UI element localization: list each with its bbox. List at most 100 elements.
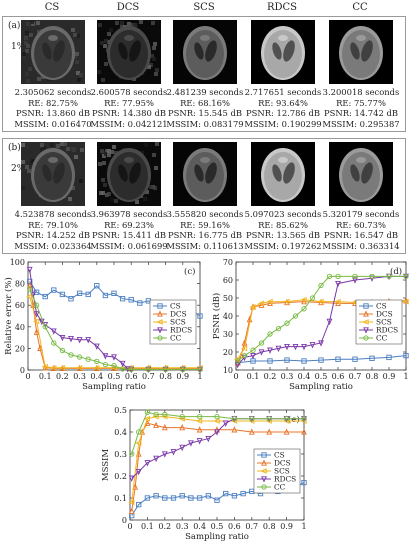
data-point: [50, 364, 57, 371]
metric-mssim: MSSIM: 0.016470: [14, 118, 92, 129]
data-point: [214, 497, 220, 503]
x-tick-label: 0.8: [159, 372, 172, 381]
data-point: [26, 282, 33, 289]
x-tick-label: 0: [25, 372, 30, 381]
data-point: [135, 468, 142, 476]
data-point: [26, 293, 33, 300]
x-axis-label: Sampling ratio: [185, 532, 249, 542]
data-point: [162, 366, 169, 373]
data-point: [335, 280, 341, 288]
data-point: [37, 344, 43, 352]
legend-label: SCS: [274, 467, 290, 476]
data-point: [283, 428, 290, 435]
data-point: [161, 451, 168, 458]
data-point: [33, 328, 40, 335]
panel-tag: (b): [8, 143, 21, 153]
data-point: [317, 298, 324, 305]
data-point: [301, 428, 307, 435]
metric-time: 3.200018 seconds: [322, 87, 400, 97]
data-point: [205, 493, 211, 499]
data-point: [33, 302, 40, 308]
data-point: [275, 345, 282, 353]
data-point: [153, 493, 159, 499]
data-point: [144, 495, 151, 501]
data-point: [231, 416, 238, 422]
chart-e: 0 0.1 0.2 0.3 0.4 0.5 0.6 0.7 0.8 0.9 1 0 0.1 0.2 0.3 0…: [101, 406, 307, 542]
data-point: [59, 347, 66, 354]
metric-re: RE: 77.95%: [104, 97, 154, 108]
data-point: [326, 318, 333, 326]
legend-label: CS: [170, 302, 181, 311]
data-point: [187, 440, 194, 447]
data-point: [119, 366, 126, 372]
metric-psnr: PSNR: 14.252 dB: [16, 230, 90, 241]
data-point: [75, 364, 83, 371]
y-tick-label: 30: [223, 330, 233, 339]
x-tick-label: 0.2: [158, 522, 171, 531]
legend-label: DCS: [170, 310, 187, 319]
y-tick-label: 0.3: [114, 450, 127, 459]
y-tick-label: 0: [122, 516, 127, 525]
column-header-scs: SCS: [193, 2, 215, 13]
metric-mssim: MSSIM: 0.110613: [166, 240, 244, 251]
chart-d: 0 0.1 0.2 0.3 0.4 0.5 0.6 0.7 0.8 0.9 1 10 20 30 40 50 6…: [211, 258, 409, 392]
data-point: [102, 361, 109, 368]
phantom-thumbnail-cc: [329, 20, 393, 84]
phantom-thumbnail-dcs: [97, 20, 161, 84]
data-point: [266, 428, 273, 435]
legend-label: RDCS: [170, 326, 192, 335]
x-tick-label: 0.1: [141, 522, 154, 531]
y-tick-label: 100: [10, 258, 25, 267]
metrics-block-cs: 4.523878 seconds RE: 79.10% PSNR: 14.252 d…: [11, 209, 95, 251]
x-tick-label: 0.6: [332, 372, 345, 381]
data-point: [76, 290, 83, 296]
x-tick-label: 0.1: [39, 372, 52, 381]
data-point: [352, 273, 358, 280]
x-tick-label: 0.2: [56, 372, 69, 381]
metric-mssim: MSSIM: 0.190299: [244, 118, 322, 129]
data-point: [335, 273, 341, 280]
data-point: [223, 490, 229, 497]
data-point: [248, 428, 255, 435]
data-point: [241, 352, 248, 359]
data-point: [128, 297, 134, 303]
data-point: [188, 495, 194, 501]
data-point: [26, 266, 33, 274]
y-tick-label: 20: [223, 348, 233, 357]
y-axis-label: PSNR (dB): [211, 293, 222, 339]
data-point: [222, 420, 229, 427]
sampling-percent-label: 1%: [11, 42, 26, 52]
data-point: [301, 343, 307, 351]
data-point: [152, 413, 159, 420]
legend-label: RDCS: [274, 475, 296, 484]
data-point: [301, 306, 307, 312]
data-point: [267, 331, 273, 337]
column-header-cc: CC: [352, 2, 368, 13]
data-point: [119, 360, 126, 368]
data-point: [318, 357, 324, 363]
metric-time: 2.305062 seconds: [14, 87, 92, 97]
data-point: [402, 298, 409, 305]
y-axis-label: MSSIM: [101, 449, 111, 482]
y-tick-label: 70: [223, 258, 233, 267]
y-tick-label: 0.4: [114, 428, 127, 437]
panel-label: (d): [390, 266, 402, 277]
data-point: [59, 334, 66, 342]
data-point: [50, 328, 57, 335]
metric-mssim: MSSIM: 0.083179: [166, 118, 244, 129]
data-point: [301, 358, 307, 364]
data-point: [283, 416, 290, 422]
metric-re: RE: 93.64%: [258, 97, 308, 108]
metrics-block-cc: 5.320179 seconds RE: 60.73% PSNR: 16.547 d…: [319, 209, 403, 251]
data-point: [42, 293, 48, 300]
metrics-block-cs: 2.305062 seconds RE: 82.75% PSNR: 13.860 d…: [11, 87, 95, 129]
y-tick-label: 40: [223, 312, 233, 321]
metric-mssim: MSSIM: 0.295387: [322, 118, 400, 129]
data-point: [240, 490, 246, 497]
reconstruction-panel-1-percent: (a) 1% 2.305062 seconds RE: 82.75% PSNR: 1…: [2, 16, 406, 132]
data-point: [403, 352, 409, 359]
series-line: [29, 288, 200, 370]
data-point: [76, 337, 83, 344]
x-tick-label: 0.3: [73, 372, 86, 381]
data-point: [196, 438, 203, 445]
